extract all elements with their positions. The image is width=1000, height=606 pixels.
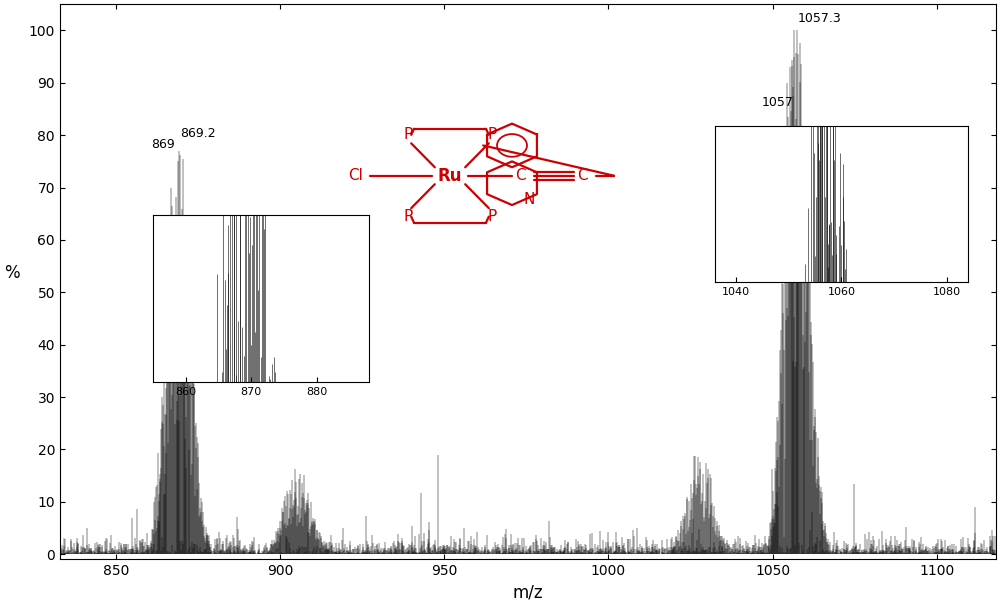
- Text: C: C: [515, 168, 525, 183]
- Text: P: P: [487, 127, 497, 142]
- Y-axis label: %: %: [4, 264, 20, 282]
- X-axis label: m/z: m/z: [513, 584, 543, 602]
- Text: 869.2: 869.2: [180, 127, 216, 141]
- Text: 869: 869: [151, 138, 175, 151]
- Text: P: P: [403, 209, 413, 224]
- Text: Ru: Ru: [438, 167, 462, 185]
- Text: P: P: [403, 127, 413, 142]
- Text: 1057.3: 1057.3: [798, 12, 842, 25]
- Text: C: C: [577, 168, 587, 183]
- Text: N: N: [523, 192, 534, 207]
- Text: 1057: 1057: [762, 96, 794, 109]
- Text: P: P: [487, 209, 497, 224]
- Text: Cl: Cl: [349, 168, 363, 183]
